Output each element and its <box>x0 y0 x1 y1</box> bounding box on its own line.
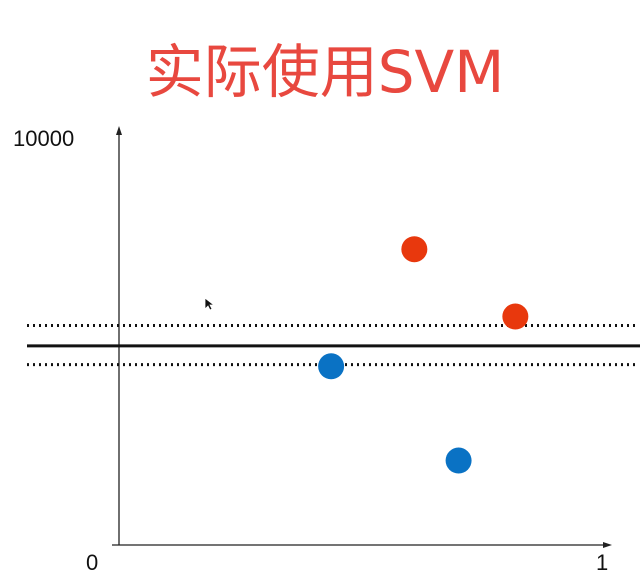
data-point-series1-2 <box>502 303 529 330</box>
data-points <box>318 236 529 474</box>
data-point-series1-1 <box>401 236 428 263</box>
axes <box>112 126 612 548</box>
y-tick-label-max: 10000 <box>13 126 74 151</box>
x-tick-label-origin: 0 <box>86 550 98 573</box>
x-axis-arrow <box>603 542 612 548</box>
data-point-series2-1 <box>318 353 345 380</box>
chart-title: 实际使用SVM <box>146 38 505 106</box>
y-axis-arrow <box>116 126 122 135</box>
data-point-series2-2 <box>445 447 472 474</box>
mouse-pointer-icon <box>204 297 216 311</box>
x-tick-label-end: 1 <box>596 550 608 573</box>
